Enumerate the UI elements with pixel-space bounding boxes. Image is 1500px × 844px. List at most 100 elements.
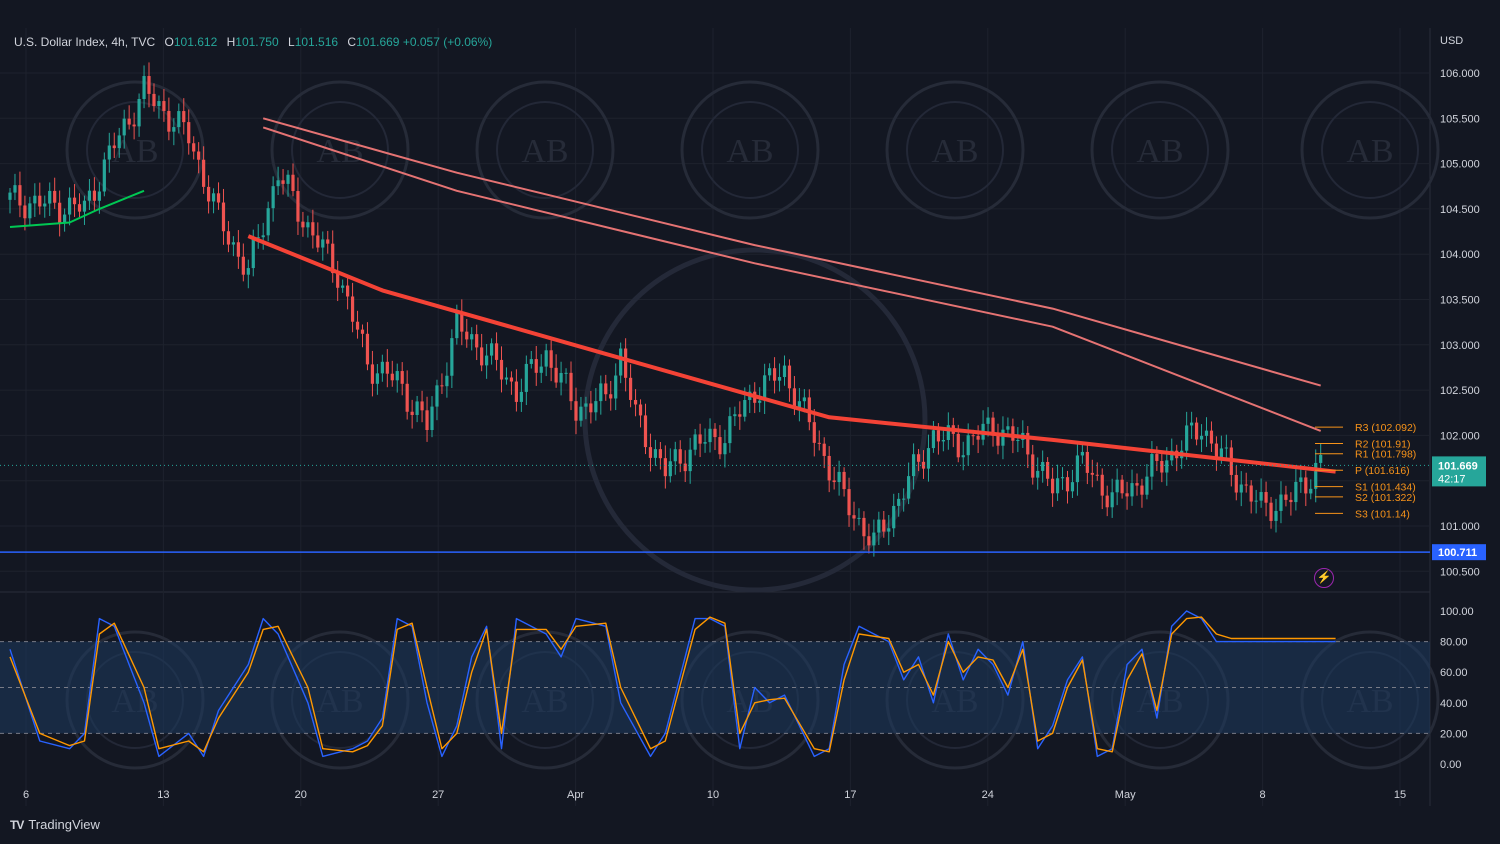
candle-body[interactable]: [1199, 435, 1204, 440]
candle-body[interactable]: [107, 145, 111, 160]
candle-body[interactable]: [430, 406, 434, 431]
candle-body[interactable]: [127, 118, 131, 125]
candle-body[interactable]: [837, 471, 841, 483]
candle-body[interactable]: [817, 442, 821, 444]
moving-average-line[interactable]: [262, 126, 1322, 432]
candle-body[interactable]: [738, 414, 742, 417]
candle-body[interactable]: [628, 377, 633, 400]
candle-body[interactable]: [1214, 443, 1219, 458]
candle-body[interactable]: [792, 388, 797, 409]
candle-body[interactable]: [763, 375, 767, 401]
candle-body[interactable]: [256, 237, 260, 239]
candle-body[interactable]: [847, 489, 851, 516]
candle-body[interactable]: [1125, 493, 1129, 497]
candle-body[interactable]: [936, 430, 941, 442]
candle-body[interactable]: [420, 401, 424, 411]
candle-body[interactable]: [53, 190, 57, 203]
candle-body[interactable]: [261, 235, 265, 238]
candle-body[interactable]: [614, 375, 618, 399]
candle-body[interactable]: [1269, 502, 1273, 521]
candle-body[interactable]: [485, 355, 489, 366]
candle-body[interactable]: [137, 99, 141, 127]
candle-body[interactable]: [758, 400, 762, 403]
candle-body[interactable]: [316, 235, 320, 248]
candle-body[interactable]: [276, 180, 280, 187]
candle-body[interactable]: [638, 404, 643, 416]
candle-body[interactable]: [425, 410, 429, 431]
candle-body[interactable]: [1219, 448, 1223, 458]
candle-body[interactable]: [782, 365, 787, 378]
candle-body[interactable]: [187, 122, 191, 144]
candle-body[interactable]: [658, 449, 662, 459]
moving-average-line[interactable]: [262, 117, 1321, 387]
candle-body[interactable]: [1031, 454, 1035, 478]
candle-body[interactable]: [117, 135, 121, 149]
candle-body[interactable]: [370, 364, 375, 384]
candle-body[interactable]: [559, 372, 563, 383]
candle-body[interactable]: [877, 519, 881, 533]
candle-body[interactable]: [574, 401, 578, 421]
stochastic-line[interactable]: [9, 616, 1336, 753]
candle-body[interactable]: [1155, 454, 1159, 461]
candle-body[interactable]: [1115, 479, 1119, 493]
candle-body[interactable]: [445, 375, 449, 387]
candle-body[interactable]: [1319, 454, 1323, 463]
candle-body[interactable]: [67, 197, 72, 215]
candle-body[interactable]: [1150, 454, 1154, 477]
candle-body[interactable]: [897, 498, 901, 506]
candle-body[interactable]: [360, 329, 365, 334]
candle-body[interactable]: [579, 406, 583, 421]
candle-body[interactable]: [390, 373, 394, 381]
candle-body[interactable]: [43, 203, 47, 207]
candle-body[interactable]: [1224, 447, 1228, 449]
candle-body[interactable]: [921, 461, 926, 469]
candle-body[interactable]: [842, 471, 846, 490]
candle-body[interactable]: [564, 372, 568, 374]
price-pane[interactable]: R3 (102.092) R2 (101.91)R1 (101.798) P (10…: [0, 62, 1430, 557]
candle-body[interactable]: [633, 399, 638, 405]
candle-body[interactable]: [1254, 500, 1258, 502]
candle-body[interactable]: [296, 191, 300, 222]
candle-body[interactable]: [1006, 426, 1010, 430]
candle-body[interactable]: [172, 127, 176, 132]
candle-body[interactable]: [668, 461, 672, 477]
candle-body[interactable]: [688, 449, 692, 472]
candle-body[interactable]: [857, 517, 861, 519]
candle-body[interactable]: [321, 239, 325, 248]
candle-body[interactable]: [246, 268, 250, 275]
candle-body[interactable]: [584, 403, 588, 407]
candle-body[interactable]: [450, 338, 454, 376]
candle-body[interactable]: [787, 365, 792, 389]
candle-body[interactable]: [976, 435, 980, 440]
candle-body[interactable]: [435, 385, 439, 407]
candle-body[interactable]: [211, 193, 216, 202]
candle-body[interactable]: [480, 347, 484, 366]
candle-body[interactable]: [852, 515, 856, 519]
candle-body[interactable]: [177, 111, 181, 128]
candle-body[interactable]: [1234, 474, 1238, 493]
candle-body[interactable]: [301, 221, 305, 228]
candle-body[interactable]: [1050, 478, 1055, 494]
candle-body[interactable]: [306, 222, 310, 228]
candle-body[interactable]: [911, 454, 916, 477]
candle-body[interactable]: [619, 348, 623, 376]
candle-body[interactable]: [336, 273, 340, 288]
candle-body[interactable]: [941, 439, 945, 442]
candle-body[interactable]: [519, 391, 523, 402]
candle-body[interactable]: [772, 368, 777, 381]
candle-body[interactable]: [241, 256, 245, 275]
candle-body[interactable]: [152, 93, 156, 107]
candle-body[interactable]: [822, 443, 826, 456]
candle-body[interactable]: [82, 200, 87, 212]
candle-body[interactable]: [122, 118, 126, 136]
candle-body[interactable]: [92, 190, 97, 201]
candle-body[interactable]: [405, 383, 409, 412]
candle-body[interactable]: [1075, 455, 1080, 483]
candle-body[interactable]: [77, 204, 82, 212]
candle-body[interactable]: [97, 191, 101, 201]
candle-body[interactable]: [63, 214, 67, 223]
candle-body[interactable]: [713, 428, 717, 438]
candle-body[interactable]: [1110, 492, 1114, 508]
candle-body[interactable]: [569, 372, 573, 402]
